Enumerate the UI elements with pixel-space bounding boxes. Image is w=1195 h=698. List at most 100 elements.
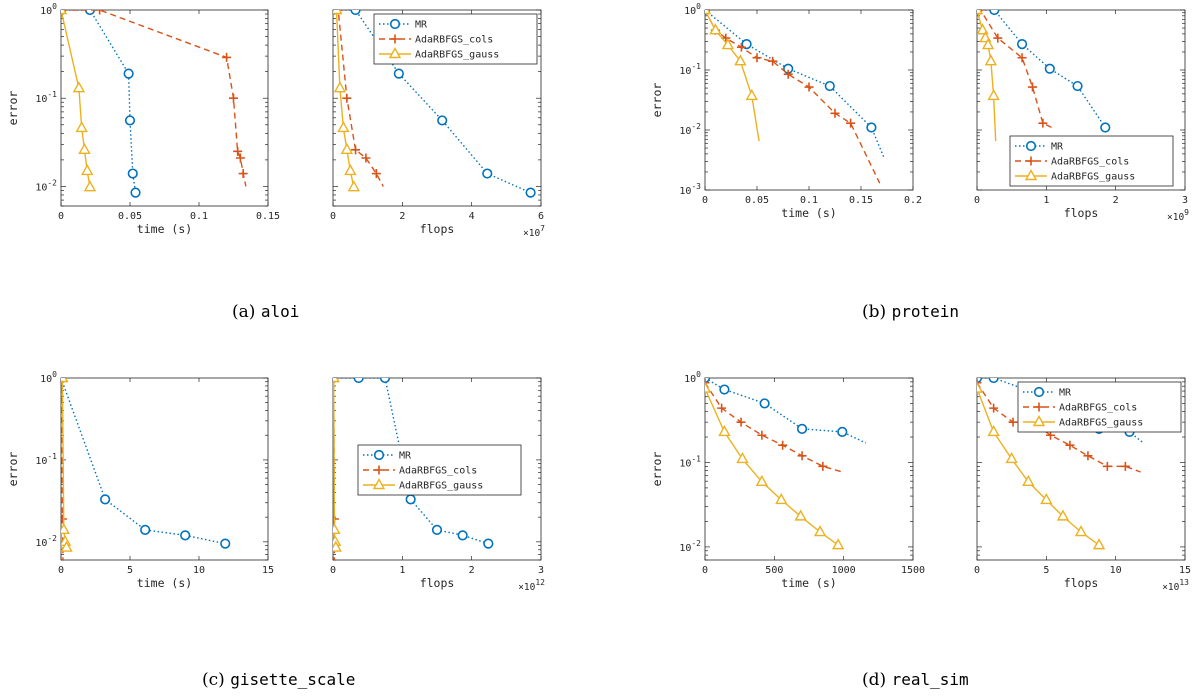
marker-MR [837,426,848,438]
series-line-MR [705,10,885,158]
y-tick-label: 100 [40,2,57,17]
legend-marker-AdaRBFGS_cols [390,34,400,44]
series-line-AdaRBFGS_gauss [977,388,1100,546]
series-line-AdaRBFGS_cols [61,378,64,560]
axes-frame [976,377,1186,561]
chart-aloi-flops: 0 2 4 6 flops ×107 MR AdaRBFGS_cols AdaRBFGS_gau… [330,9,545,239]
marker-AdaRBFGS_gauss [987,88,1000,101]
marker-AdaRBFGS_cols [61,514,67,524]
series-line-AdaRBFGS_cols [61,10,247,187]
legend-marker-MR [389,18,401,30]
marker-AdaRBFGS_cols [783,69,793,79]
caption-b-name: protein [891,302,959,321]
legend-label: AdaRBFGS_cols [415,35,493,46]
chart-realsim-flops: 0 5 10 15 flops ×1013 MR AdaRBFGS_cols AdaRBFGS_… [974,377,1191,593]
legend-label: AdaRBFGS_cols [1059,403,1137,414]
axes-frame [60,9,269,207]
plot-area [61,378,231,560]
marker-MR [824,80,835,92]
marker-MR [719,384,730,395]
x-tick-label: 6 [538,211,544,222]
caption-d-name: real_sim [891,670,969,689]
x-tick-label: 2 [469,565,475,576]
x-tick-label: 10 [1110,565,1122,576]
marker-MR [431,524,443,535]
legend: MR AdaRBFGS_cols AdaRBFGS_gauss [1009,135,1174,187]
legend: MR AdaRBFGS_cols AdaRBFGS_gauss [1017,381,1182,433]
marker-AdaRBFGS_gauss [78,142,91,155]
marker-AdaRBFGS_cols [229,93,238,103]
x-axis-label: time (s) [781,206,836,220]
x-axis-label: flops [420,222,455,236]
marker-AdaRBFGS_cols [768,56,778,66]
x-multiplier: ×1013 [1162,578,1189,593]
marker-AdaRBFGS_gauss [734,54,747,66]
y-axis-label: error [6,91,20,126]
marker-AdaRBFGS_gauss [61,10,68,15]
marker-MR [525,187,536,198]
marker-AdaRBFGS_cols [95,10,105,15]
y-tick-label: 10-1 [679,62,701,77]
marker-AdaRBFGS_cols [1017,53,1027,63]
x-tick-label: 5 [1043,565,1049,576]
x-tick-label: 2 [399,211,405,222]
legend-label: AdaRBFGS_cols [399,466,477,477]
marker-MR [989,10,1000,16]
x-axis-label: time (s) [137,222,192,236]
marker-AdaRBFGS_gauss [344,163,357,176]
marker-AdaRBFGS_gauss [705,381,712,393]
marker-MR [123,68,134,79]
marker-AdaRBFGS_gauss [977,10,984,15]
y-axis-label: error [6,452,20,487]
chart-aloi-time: 10-2 10-1 100 0 0.05 0.1 0.15 time (s) error [6,2,280,236]
marker-AdaRBFGS_gauss [1092,538,1106,550]
legend-label: AdaRBFGS_gauss [415,50,499,61]
y-tick-label: 10-2 [679,122,701,137]
x-multiplier: ×107 [523,224,545,239]
marker-AdaRBFGS_cols [757,430,767,440]
marker-AdaRBFGS_gauss [340,142,354,155]
marker-MR [405,494,416,505]
x-multiplier: ×1012 [518,578,545,593]
series-line-AdaRBFGS_cols [977,10,1053,129]
marker-MR [127,168,138,179]
marker-MR [1016,39,1028,50]
marker-AdaRBFGS_gauss [987,424,1000,437]
x-tick-label: 2 [1113,195,1119,206]
legend-marker-AdaRBFGS_gauss [1032,415,1046,427]
marker-AdaRBFGS_gauss [755,474,769,487]
marker-AdaRBFGS_gauss [333,378,340,383]
x-tick-label: 0 [330,565,336,576]
axes-frame [332,377,542,561]
y-tick-label: 10-2 [35,178,57,193]
marker-AdaRBFGS_gauss [333,540,342,552]
legend-marker-MR [1033,386,1045,398]
marker-MR [393,68,404,79]
marker-MR [483,538,494,549]
x-tick-label: 500 [765,565,783,576]
marker-AdaRBFGS_cols [361,153,371,163]
marker-AdaRBFGS_gauss [709,23,722,35]
marker-AdaRBFGS_gauss [1056,509,1070,521]
legend-label: MR [415,20,428,31]
y-tick-label: 10-2 [35,534,57,549]
legend-marker-AdaRBFGS_gauss [388,47,402,59]
caption-c: (c) gisette_scale [202,670,355,690]
y-tick-label: 10-1 [35,90,57,105]
marker-AdaRBFGS_gauss [736,452,749,464]
legend-marker-AdaRBFGS_cols [1026,156,1036,166]
x-tick-label: 0 [58,565,64,576]
marker-AdaRBFGS_gauss [984,54,998,66]
x-tick-label: 5 [127,565,133,576]
plot-area [333,10,536,198]
x-tick-label: 1 [399,565,405,576]
marker-AdaRBFGS_gauss [61,378,69,383]
x-tick-label: 0 [330,211,336,222]
marker-AdaRBFGS_cols [705,378,710,388]
marker-AdaRBFGS_gauss [72,81,86,93]
legend-marker-AdaRBFGS_cols [374,465,384,475]
marker-AdaRBFGS_gauss [61,540,73,552]
marker-AdaRBFGS_cols [830,108,840,118]
legend-label: MR [1059,388,1072,399]
